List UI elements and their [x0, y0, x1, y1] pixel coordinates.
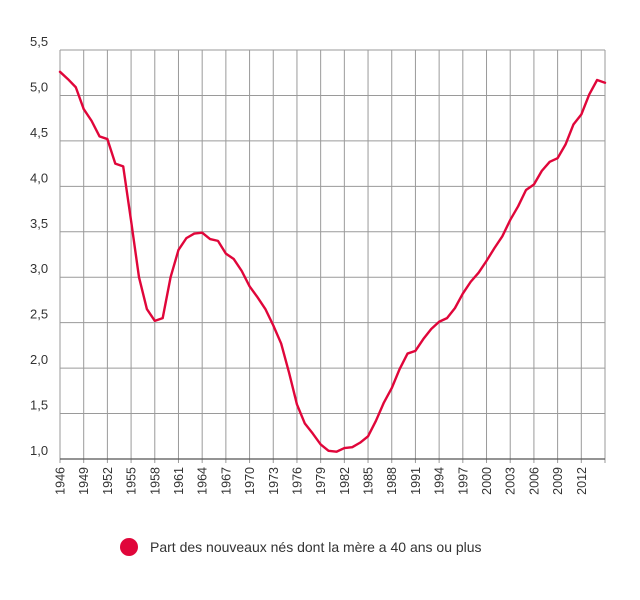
x-tick-label: 1976 — [290, 467, 304, 495]
x-tick-label: 1994 — [433, 467, 447, 495]
x-tick-label: 1949 — [77, 467, 91, 495]
legend: Part des nouveaux nés dont la mère a 40 … — [120, 538, 482, 556]
x-tick-label: 1982 — [338, 467, 352, 495]
grid — [59, 49, 606, 463]
x-tick-label: 1964 — [196, 467, 210, 495]
y-tick-label: 1,0 — [30, 443, 48, 458]
x-tick-label: 1970 — [243, 467, 257, 495]
x-tick-label: 1985 — [362, 467, 376, 495]
x-tick-label: 1958 — [148, 467, 162, 495]
x-tick-label: 2000 — [480, 467, 494, 495]
x-tick-label: 1967 — [219, 467, 233, 495]
x-tick-label: 1973 — [267, 467, 281, 495]
x-tick-label: 1988 — [385, 467, 399, 495]
y-tick-label: 5,5 — [30, 34, 48, 49]
x-tick-label: 1961 — [172, 467, 186, 495]
y-tick-label: 3,0 — [30, 261, 48, 276]
x-tick-label: 1991 — [409, 467, 423, 495]
y-tick-label: 4,0 — [30, 170, 48, 185]
y-tick-label: 3,5 — [30, 216, 48, 231]
x-tick-label: 1955 — [125, 467, 139, 495]
y-tick-label: 5,0 — [30, 79, 48, 94]
y-axis-ticks: 1,0 1,5 2,0 2,5 3,0 3,5 4,0 4,5 5,0 5,5 — [30, 34, 48, 458]
x-tick-label: 1997 — [456, 467, 470, 495]
x-tick-label: 1979 — [314, 467, 328, 495]
legend-label: Part des nouveaux nés dont la mère a 40 … — [150, 539, 482, 555]
x-tick-label: 2003 — [504, 467, 518, 495]
x-tick-label: 1946 — [54, 467, 68, 495]
x-tick-label: 1952 — [101, 467, 115, 495]
x-tick-label: 2009 — [551, 467, 565, 495]
x-axis-ticks: 1946 1949 1952 1955 1958 1961 1964 1967 1970 1973… — [54, 467, 589, 495]
y-tick-label: 2,0 — [30, 352, 48, 367]
legend-marker — [120, 538, 138, 556]
x-tick-label: 2012 — [575, 467, 589, 495]
y-tick-label: 4,5 — [30, 125, 48, 140]
x-tick-label: 2006 — [527, 467, 541, 495]
line-chart: 1,01,52,02,53,03,54,04,55,05,5 1946 1949 1… — [30, 34, 607, 495]
y-tick-label: 1,5 — [30, 398, 48, 413]
y-tick-label: 2,5 — [30, 307, 48, 322]
series-line — [58, 70, 607, 453]
